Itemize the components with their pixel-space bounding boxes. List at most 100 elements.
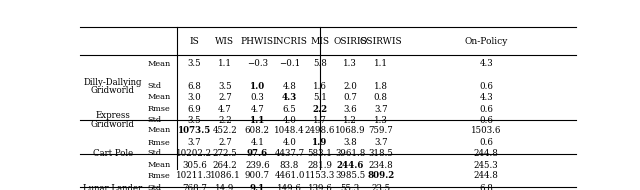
Text: 3961.8: 3961.8 — [335, 149, 365, 158]
Text: 768.7: 768.7 — [182, 184, 207, 190]
Text: Std: Std — [147, 116, 161, 124]
Text: Gridworld: Gridworld — [91, 120, 135, 129]
Text: 1073.5: 1073.5 — [178, 126, 211, 135]
Text: 264.2: 264.2 — [212, 161, 237, 170]
Text: 5.1: 5.1 — [313, 93, 327, 102]
Text: PHWIS: PHWIS — [241, 37, 274, 46]
Text: 1.1: 1.1 — [374, 59, 388, 68]
Text: 2.2: 2.2 — [218, 116, 232, 125]
Text: 1503.6: 1503.6 — [471, 126, 501, 135]
Text: 4.0: 4.0 — [283, 116, 296, 125]
Text: 1068.9: 1068.9 — [335, 126, 365, 135]
Text: 452.2: 452.2 — [212, 126, 237, 135]
Text: 3.7: 3.7 — [374, 105, 388, 114]
Text: 23.5: 23.5 — [371, 184, 390, 190]
Text: 3.0: 3.0 — [188, 93, 201, 102]
Text: 2498.6: 2498.6 — [305, 126, 335, 135]
Text: 759.7: 759.7 — [369, 126, 393, 135]
Text: 97.6: 97.6 — [247, 149, 268, 158]
Text: Rmse: Rmse — [147, 105, 170, 113]
Text: 3.6: 3.6 — [343, 105, 357, 114]
Text: 5.8: 5.8 — [313, 59, 327, 68]
Text: 6.5: 6.5 — [283, 105, 296, 114]
Text: 1.2: 1.2 — [343, 116, 357, 125]
Text: 2.0: 2.0 — [343, 82, 357, 91]
Text: 3.5: 3.5 — [188, 59, 201, 68]
Text: 281.9: 281.9 — [307, 161, 332, 170]
Text: 305.6: 305.6 — [182, 161, 207, 170]
Text: 149.6: 149.6 — [277, 184, 302, 190]
Text: 4.8: 4.8 — [283, 82, 296, 91]
Text: 234.8: 234.8 — [369, 161, 393, 170]
Text: 608.2: 608.2 — [245, 126, 270, 135]
Text: 1.8: 1.8 — [374, 82, 388, 91]
Text: Lunar Lander: Lunar Lander — [83, 184, 143, 190]
Text: 14.9: 14.9 — [215, 184, 234, 190]
Text: 4.3: 4.3 — [282, 93, 297, 102]
Text: 0.6: 0.6 — [479, 116, 493, 125]
Text: 1.0: 1.0 — [250, 82, 265, 91]
Text: 139.6: 139.6 — [307, 184, 332, 190]
Text: 809.2: 809.2 — [367, 171, 394, 180]
Text: Rmse: Rmse — [147, 172, 170, 180]
Text: Rmse: Rmse — [147, 139, 170, 147]
Text: Mean: Mean — [147, 60, 171, 68]
Text: Express: Express — [95, 111, 131, 120]
Text: 1.1: 1.1 — [250, 116, 265, 125]
Text: 4.3: 4.3 — [479, 93, 493, 102]
Text: 0.8: 0.8 — [374, 93, 388, 102]
Text: Std: Std — [147, 149, 161, 157]
Text: 245.3: 245.3 — [474, 161, 499, 170]
Text: 1153.3: 1153.3 — [305, 171, 335, 180]
Text: 10202.2: 10202.2 — [176, 149, 212, 158]
Text: 1086.1: 1086.1 — [209, 171, 240, 180]
Text: 55.3: 55.3 — [340, 184, 360, 190]
Text: 1048.4: 1048.4 — [275, 126, 305, 135]
Text: −0.3: −0.3 — [247, 59, 268, 68]
Text: 4.3: 4.3 — [479, 59, 493, 68]
Text: Dilly-Dallying: Dilly-Dallying — [84, 78, 142, 87]
Text: 3.5: 3.5 — [188, 116, 201, 125]
Text: On-Policy: On-Policy — [465, 37, 508, 46]
Text: 10211.3: 10211.3 — [176, 171, 212, 180]
Text: MIS: MIS — [310, 37, 330, 46]
Text: 244.8: 244.8 — [474, 171, 499, 180]
Text: Gridworld: Gridworld — [91, 86, 135, 95]
Text: 1.1: 1.1 — [218, 59, 232, 68]
Text: OSIRIS: OSIRIS — [333, 37, 367, 46]
Text: 244.6: 244.6 — [337, 161, 364, 170]
Text: 900.7: 900.7 — [245, 171, 270, 180]
Text: Std: Std — [147, 184, 161, 190]
Text: 6.9: 6.9 — [188, 105, 201, 114]
Text: 0.6: 0.6 — [479, 82, 493, 91]
Text: 3985.5: 3985.5 — [335, 171, 365, 180]
Text: 1.7: 1.7 — [313, 116, 327, 125]
Text: 3.8: 3.8 — [343, 138, 357, 147]
Text: 6.8: 6.8 — [188, 82, 201, 91]
Text: 2.7: 2.7 — [218, 93, 232, 102]
Text: 4.7: 4.7 — [250, 105, 264, 114]
Text: 83.8: 83.8 — [280, 161, 300, 170]
Text: 2.2: 2.2 — [312, 105, 328, 114]
Text: 3.7: 3.7 — [374, 138, 388, 147]
Text: IS: IS — [189, 37, 199, 46]
Text: 4.7: 4.7 — [218, 105, 232, 114]
Text: 3.7: 3.7 — [188, 138, 201, 147]
Text: OSIRWIS: OSIRWIS — [360, 37, 402, 46]
Text: 1.9: 1.9 — [312, 138, 328, 147]
Text: 1.3: 1.3 — [374, 116, 388, 125]
Text: 244.8: 244.8 — [474, 149, 499, 158]
Text: 4.0: 4.0 — [283, 138, 296, 147]
Text: 318.5: 318.5 — [369, 149, 393, 158]
Text: Mean: Mean — [147, 162, 171, 169]
Text: 0.7: 0.7 — [343, 93, 357, 102]
Text: 1.6: 1.6 — [313, 82, 327, 91]
Text: Std: Std — [147, 82, 161, 90]
Text: 4437.7: 4437.7 — [275, 149, 305, 158]
Text: 9.1: 9.1 — [250, 184, 265, 190]
Text: −0.1: −0.1 — [279, 59, 300, 68]
Text: Mean: Mean — [147, 126, 171, 134]
Text: Mean: Mean — [147, 93, 171, 101]
Text: Cart Pole: Cart Pole — [93, 149, 133, 158]
Text: 6.8: 6.8 — [479, 184, 493, 190]
